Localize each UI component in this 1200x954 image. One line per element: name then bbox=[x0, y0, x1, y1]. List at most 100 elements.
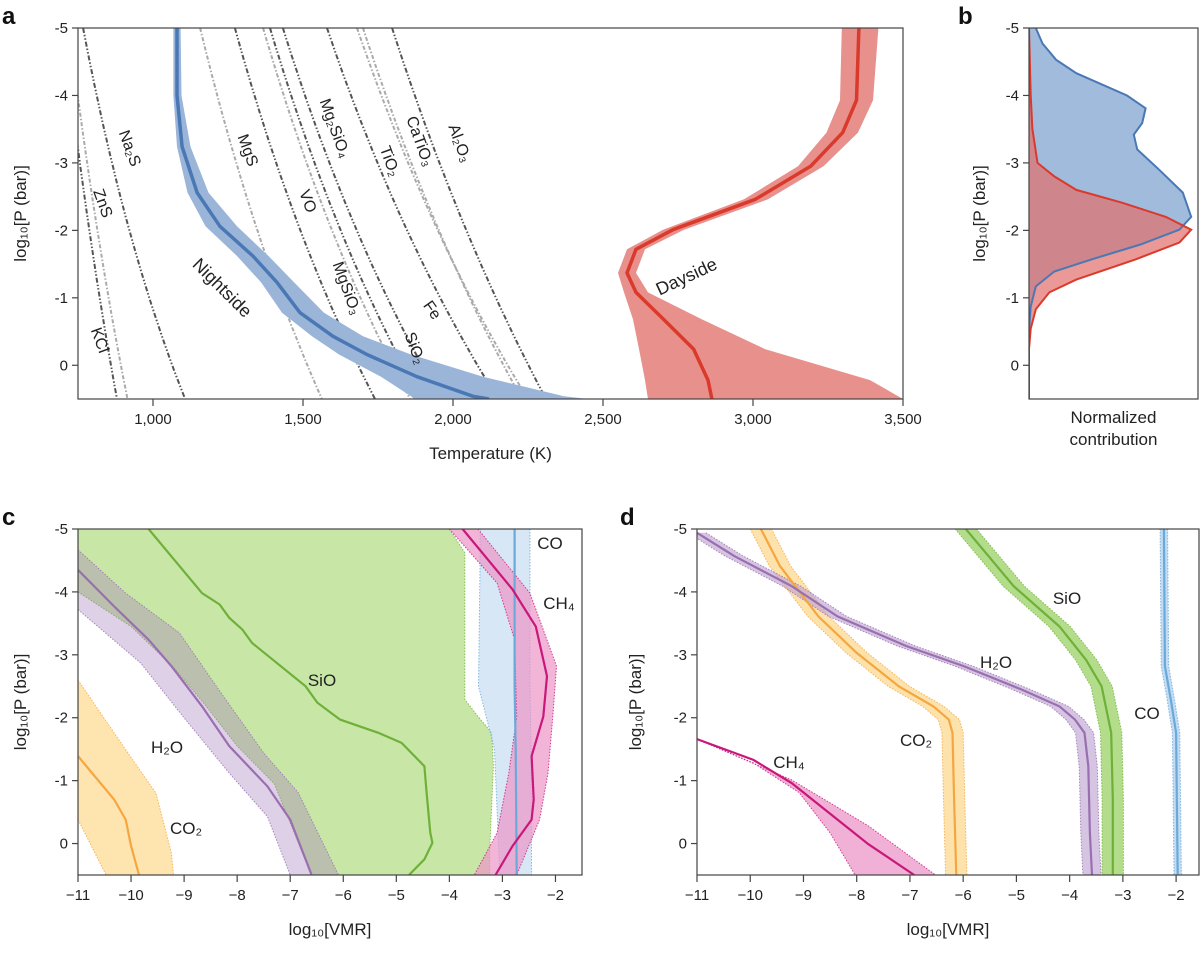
contribution-line bbox=[1029, 28, 1193, 399]
x-tick-label: −11 bbox=[66, 887, 90, 904]
vmr-median-line bbox=[78, 569, 313, 875]
vmr-median-line bbox=[964, 529, 1114, 875]
condensation-curve bbox=[78, 141, 118, 399]
y-tick-label: -1 bbox=[55, 290, 68, 307]
y-tick-label: -4 bbox=[674, 584, 687, 601]
y-tick-label: 0 bbox=[60, 357, 68, 374]
x-tick-label: −6 bbox=[955, 887, 972, 904]
x-tick-label: 2,000 bbox=[434, 411, 472, 428]
vmr-median-line bbox=[147, 529, 434, 875]
species-label: H₂O bbox=[151, 738, 183, 757]
vmr-band bbox=[697, 739, 936, 875]
vmr-band-edge bbox=[78, 529, 312, 875]
y-tick-label: -4 bbox=[55, 87, 68, 104]
y-tick-label: -5 bbox=[1006, 20, 1019, 37]
condensation-curve bbox=[199, 28, 323, 399]
vmr-band-edge bbox=[976, 529, 1124, 875]
species-label: CO₂ bbox=[170, 819, 202, 838]
species-label: SiO bbox=[1053, 589, 1081, 608]
species-label: CH₄ bbox=[543, 594, 575, 613]
profile-median-line bbox=[175, 28, 490, 399]
contribution-fill bbox=[1029, 28, 1192, 399]
y-tick-label: -1 bbox=[55, 773, 68, 790]
condensation-label: MgS bbox=[234, 132, 261, 169]
condensation-label: Al₂O₃ bbox=[445, 122, 474, 165]
y-axis-label: log₁₀[P (bar)] bbox=[970, 165, 989, 262]
y-tick-label: -1 bbox=[674, 773, 687, 790]
y-tick-label: -1 bbox=[1006, 290, 1019, 307]
condensation-label: Mg₂SiO₄ bbox=[316, 97, 353, 161]
y-axis-label: log₁₀[P (bar)] bbox=[11, 654, 30, 751]
condensation-curve bbox=[281, 28, 442, 399]
y-tick-label: 0 bbox=[60, 836, 68, 853]
condensation-curve bbox=[82, 28, 187, 399]
panel-letter: c bbox=[2, 504, 15, 531]
axes-frame bbox=[1028, 27, 1199, 400]
condensation-curve bbox=[233, 28, 376, 399]
y-axis-label: log₁₀[P (bar)] bbox=[626, 654, 645, 751]
x-axis-label: Temperature (K) bbox=[429, 444, 552, 463]
panel-letter: a bbox=[2, 3, 16, 30]
x-tick-label: 1,000 bbox=[134, 411, 172, 428]
x-tick-label: −10 bbox=[118, 887, 143, 904]
vmr-median-line bbox=[697, 531, 1094, 875]
vmr-band-edge bbox=[954, 529, 1103, 875]
profile-band bbox=[618, 28, 903, 399]
vmr-band-edge bbox=[771, 529, 968, 875]
profile-band bbox=[173, 28, 588, 399]
y-tick-label: 0 bbox=[679, 836, 687, 853]
vmr-median-line bbox=[697, 738, 915, 875]
species-label: CO₂ bbox=[900, 731, 932, 750]
vmr-band-edge bbox=[1167, 529, 1182, 875]
x-axis-label: Normalized contribution bbox=[1070, 408, 1158, 449]
condensation-curve bbox=[391, 28, 547, 399]
panel-d: CH₄ CO₂ H₂O SiO CO -5 -4 -3 -2 -1 0 −11 −10 −9 −8 −7 −6 −… bbox=[620, 504, 1200, 939]
species-label: CO bbox=[1134, 704, 1160, 723]
axes-frame bbox=[77, 27, 904, 400]
vmr-median-line bbox=[461, 529, 549, 875]
x-tick-label: −7 bbox=[282, 887, 299, 904]
x-tick-label: −6 bbox=[335, 887, 352, 904]
plot-area bbox=[697, 529, 1182, 875]
y-tick-label: -2 bbox=[674, 710, 687, 727]
condensation-label: Fe bbox=[419, 298, 444, 323]
x-tick-label: −7 bbox=[901, 887, 918, 904]
vmr-band bbox=[697, 532, 1101, 875]
vmr-median-line bbox=[1162, 529, 1179, 875]
vmr-median-line bbox=[78, 755, 141, 875]
y-axis-label: log₁₀[P (bar)] bbox=[11, 165, 30, 262]
y-tick-label: -2 bbox=[55, 222, 68, 239]
condensation-curve bbox=[326, 28, 499, 399]
x-tick-label: −3 bbox=[494, 887, 511, 904]
x-tick-label: −10 bbox=[738, 887, 763, 904]
y-tick-label: -5 bbox=[55, 20, 68, 37]
y-tick-label: -3 bbox=[674, 647, 687, 664]
x-tick-label: 2,500 bbox=[584, 411, 622, 428]
vmr-band-edge bbox=[78, 549, 339, 875]
x-axis-label: log₁₀[VMR] bbox=[907, 920, 990, 939]
vmr-band-edge bbox=[449, 529, 518, 875]
x-tick-label: −2 bbox=[1168, 887, 1185, 904]
y-tick-label: -3 bbox=[1006, 155, 1019, 172]
x-tick-label: −2 bbox=[547, 887, 564, 904]
axes-frame bbox=[696, 528, 1200, 876]
panel-letter: b bbox=[958, 3, 973, 30]
contribution-line bbox=[1029, 28, 1193, 399]
y-tick-label: -5 bbox=[674, 521, 687, 538]
y-tick-label: 0 bbox=[1011, 357, 1019, 374]
x-tick-label: −4 bbox=[1061, 887, 1078, 904]
y-tick-label: -3 bbox=[55, 155, 68, 172]
condensation-curve bbox=[78, 89, 129, 399]
condensation-label: KCl bbox=[87, 325, 112, 355]
x-tick-label: −8 bbox=[229, 887, 246, 904]
vmr-band-edge bbox=[697, 537, 1084, 875]
vmr-band bbox=[750, 529, 967, 875]
vmr-band-edge bbox=[477, 529, 558, 875]
x-tick-label: −9 bbox=[176, 887, 193, 904]
vmr-median-line bbox=[513, 529, 518, 875]
condensation-label: Na₂S bbox=[115, 128, 144, 169]
x-tick-label: −11 bbox=[685, 887, 709, 904]
x-tick-label: 3,000 bbox=[734, 411, 772, 428]
species-label: SiO bbox=[308, 671, 336, 690]
